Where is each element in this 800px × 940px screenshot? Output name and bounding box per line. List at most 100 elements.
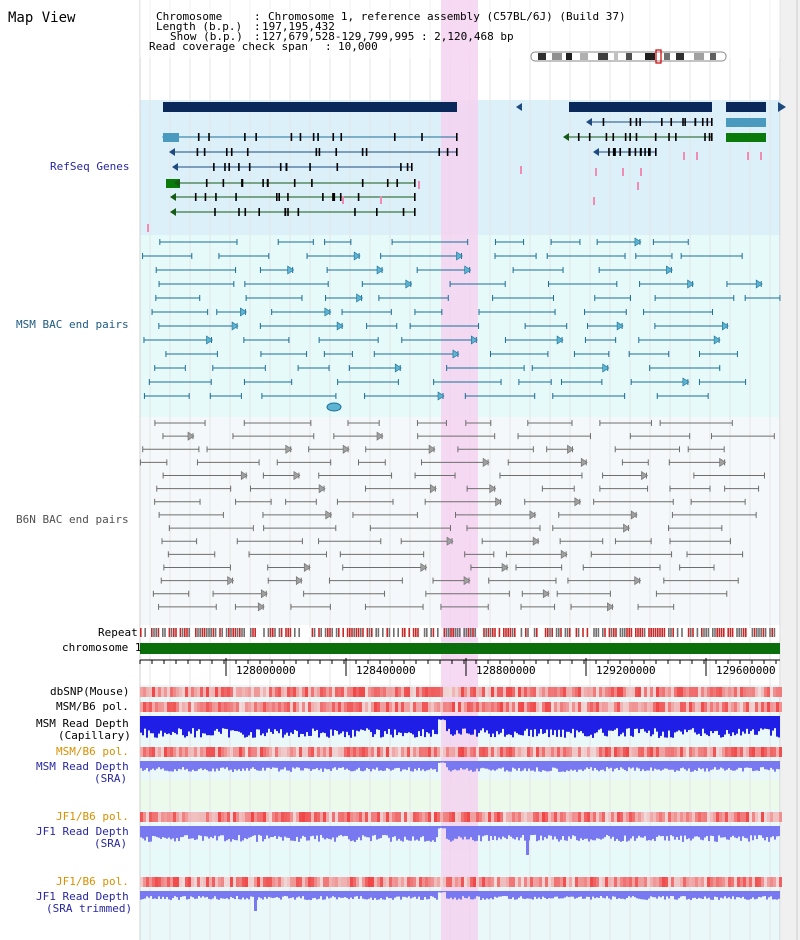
gene-block (166, 179, 180, 188)
depth-bar (448, 761, 450, 771)
repeat-mark (366, 628, 369, 637)
depth-bar (626, 761, 628, 772)
depth-bar (752, 761, 754, 772)
heat-cell (578, 812, 581, 822)
heat-cell (227, 747, 230, 757)
heat-cell (227, 687, 230, 697)
heat-cell (617, 747, 620, 757)
depth-bar (614, 761, 616, 769)
depth-bar (468, 716, 470, 734)
heat-cell (740, 687, 743, 697)
repeat-mark (228, 628, 230, 637)
heat-cell (389, 747, 392, 757)
heat-cell (212, 747, 215, 757)
heat-cell (269, 702, 272, 712)
depth-bar (282, 761, 284, 770)
heat-cell (281, 877, 284, 887)
gene-exon (655, 148, 657, 156)
depth-bar (698, 826, 700, 838)
heat-cell (560, 702, 563, 712)
depth-bar (188, 761, 190, 772)
depth-bar (606, 826, 608, 835)
heat-cell (410, 812, 413, 822)
depth-bar (774, 891, 776, 900)
track-label-sra-trimmed: (SRA trimmed) (46, 902, 133, 915)
depth-bar (560, 761, 562, 772)
heat-cell (524, 687, 527, 697)
depth-bar (170, 761, 172, 772)
heat-cell (365, 702, 368, 712)
depth-bar (166, 826, 168, 839)
depth-bar (464, 761, 466, 770)
heat-cell (620, 812, 623, 822)
heat-cell (455, 687, 458, 697)
depth-bar (344, 716, 346, 738)
show-value: 127,679,528-129,799,995 : 2,120,468 bp (262, 30, 514, 43)
depth-bar (412, 891, 414, 898)
depth-bar (700, 716, 702, 736)
depth-bar (216, 716, 218, 729)
depth-bar (404, 891, 406, 897)
depth-bar (480, 761, 482, 769)
heat-cell (539, 877, 542, 887)
depth-bar (672, 716, 674, 738)
repeat-mark (586, 628, 589, 637)
depth-bar (516, 826, 518, 838)
depth-bar (238, 761, 240, 770)
depth-bar (332, 761, 334, 769)
depth-bar (374, 826, 376, 835)
depth-bar (504, 826, 506, 838)
heat-cell (515, 747, 518, 757)
heat-cell (443, 747, 446, 757)
depth-bar (622, 891, 624, 899)
gene-exon (297, 208, 300, 216)
depth-bar (150, 716, 152, 734)
heat-cell (692, 812, 695, 822)
gene-mark (593, 197, 595, 205)
gene-exon (396, 179, 399, 187)
repeat-mark (223, 628, 226, 637)
heat-cell (314, 877, 317, 887)
bac-arrow (376, 265, 384, 275)
depth-bar (464, 891, 466, 898)
length-value: 197,195,432 (262, 20, 335, 33)
heat-cell (680, 812, 683, 822)
depth-bar (672, 761, 674, 770)
depth-bar (470, 891, 472, 900)
heat-cell (341, 747, 344, 757)
heat-cell (716, 747, 719, 757)
heat-cell (437, 812, 440, 822)
depth-bar (422, 891, 424, 900)
depth-bar (654, 761, 656, 769)
repeat-mark (670, 628, 672, 637)
depth-bar (286, 716, 288, 733)
heat-cell (428, 812, 431, 822)
depth-bar (556, 716, 558, 737)
heat-cell (425, 702, 428, 712)
depth-bar (244, 716, 246, 738)
depth-bar (262, 826, 264, 842)
heat-cell (419, 687, 422, 697)
depth-bar (420, 716, 422, 737)
heat-cell (689, 747, 692, 757)
depth-bar (654, 716, 656, 729)
depth-bar (246, 716, 248, 737)
depth-bar (278, 716, 280, 734)
heat-cell (599, 877, 602, 887)
depth-bar (142, 891, 144, 900)
heat-cell (509, 812, 512, 822)
depth-bar (474, 761, 476, 772)
gene-exon (248, 163, 251, 171)
heat-cell (203, 877, 206, 887)
heat-cell (449, 812, 452, 822)
gene-exon (230, 148, 233, 156)
depth-bar (580, 716, 582, 732)
bac-arrow (580, 457, 588, 467)
heat-cell (368, 812, 371, 822)
heat-cell (572, 747, 575, 757)
repeat-mark (179, 628, 182, 637)
heat-cell (494, 747, 497, 757)
depth-bar (768, 716, 770, 730)
depth-bar (518, 716, 520, 735)
depth-bar (544, 891, 546, 898)
